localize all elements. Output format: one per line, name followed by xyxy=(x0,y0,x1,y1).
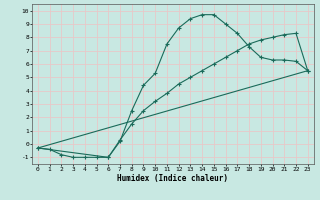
X-axis label: Humidex (Indice chaleur): Humidex (Indice chaleur) xyxy=(117,174,228,183)
